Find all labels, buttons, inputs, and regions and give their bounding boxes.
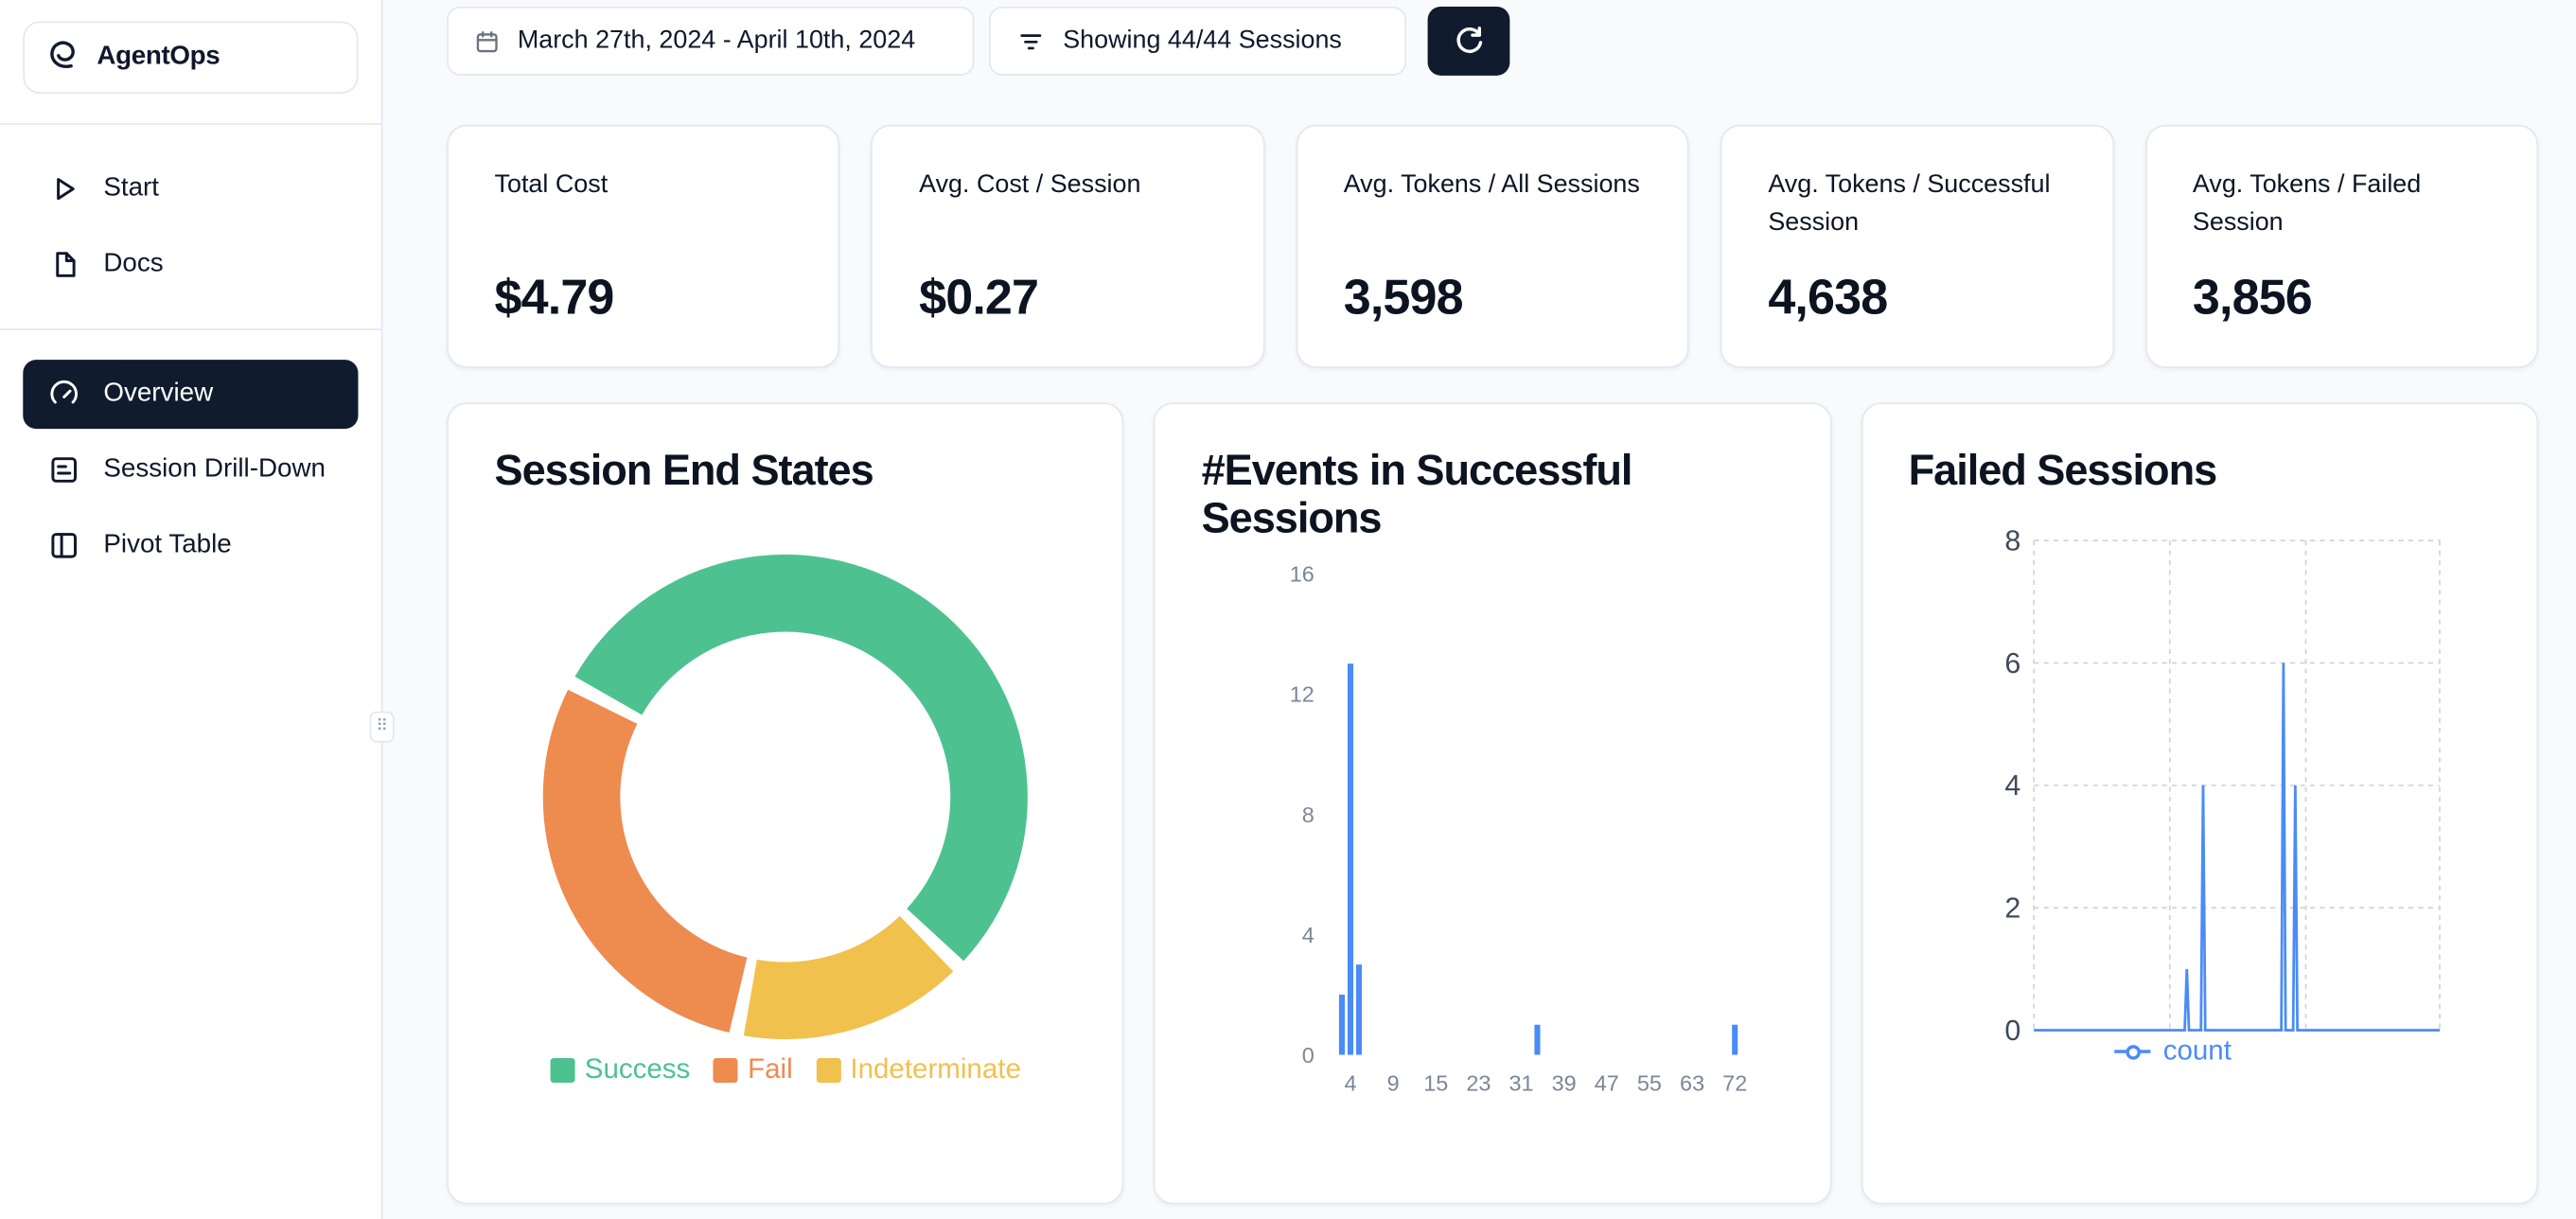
sidebar: AgentOps Start Docs	[0, 0, 383, 1219]
sessions-filter-button[interactable]: Showing 44/44 Sessions	[989, 6, 1407, 76]
svg-text:0: 0	[1302, 1043, 1314, 1068]
sidebar-item-label: Overview	[103, 380, 214, 408]
svg-text:4: 4	[1345, 1071, 1357, 1096]
stat-label: Avg. Cost / Session	[919, 170, 1141, 200]
chart-card-events-successful: #Events in Successful Sessions 0 4 8 12 16 4 9…	[1154, 402, 1832, 1205]
legend-label: Fail	[748, 1052, 793, 1085]
charts-row: Session End States Success Fail Indetermin…	[447, 402, 2539, 1205]
donut-svg	[543, 555, 1029, 1040]
legend-label: Success	[584, 1052, 691, 1085]
stat-card-avg-tokens-successful: Avg. Tokens / Successful Session 4,638	[1720, 124, 2114, 368]
sidebar-divider	[0, 328, 381, 330]
svg-text:4: 4	[2004, 769, 2020, 802]
chart-card-failed-sessions: Failed Sessions 0 2 4 6 8 count	[1861, 402, 2539, 1205]
chart-card-session-end-states: Session End States Success Fail Indetermin…	[447, 402, 1124, 1205]
legend-item-indeterminate[interactable]: Indeterminate	[815, 1052, 1021, 1086]
legend-label: Indeterminate	[850, 1052, 1021, 1085]
sidebar-item-label: Session Drill-Down	[103, 454, 326, 484]
stat-card-avg-cost-session: Avg. Cost / Session $0.27	[871, 124, 1265, 368]
play-icon	[57, 178, 75, 201]
svg-text:15: 15	[1424, 1071, 1449, 1096]
stat-label: Avg. Tokens / All Sessions	[1343, 170, 1640, 200]
svg-text:8: 8	[1302, 803, 1314, 827]
svg-text:63: 63	[1681, 1071, 1705, 1096]
agentops-logo-icon	[44, 35, 80, 80]
svg-text:72: 72	[1723, 1071, 1748, 1096]
sidebar-item-label: Start	[103, 174, 160, 203]
stat-card-avg-tokens-failed: Avg. Tokens / Failed Session 3,856	[2144, 124, 2539, 368]
svg-text:47: 47	[1595, 1071, 1619, 1096]
drag-dots-icon: ⠿	[376, 716, 388, 735]
events-bar-svg: 0 4 8 12 16 4 9 15 23 31 39 47 55 63 72	[1290, 562, 1748, 1096]
count-series-label: count	[2162, 1034, 2232, 1067]
svg-text:39: 39	[1552, 1071, 1577, 1096]
donut-legend: Success Fail Indeterminate	[449, 1053, 1122, 1086]
chart-title: Failed Sessions	[1908, 445, 2218, 495]
stats-row: Total Cost $4.79 Avg. Cost / Session $0.…	[447, 124, 2539, 368]
svg-text:4: 4	[1302, 923, 1314, 947]
svg-text:23: 23	[1467, 1071, 1491, 1096]
stat-value: 4,638	[1768, 271, 1888, 326]
session-list-icon	[51, 457, 77, 483]
sidebar-item-label: Docs	[103, 249, 164, 278]
svg-text:55: 55	[1637, 1071, 1662, 1096]
filter-icon	[1020, 33, 1042, 49]
stat-value: 3,856	[2192, 271, 2313, 326]
svg-text:12: 12	[1290, 682, 1314, 707]
svg-text:6: 6	[2004, 647, 2020, 680]
svg-text:0: 0	[2004, 1015, 2020, 1047]
legend-swatch	[713, 1057, 738, 1083]
failed-sessions-legend[interactable]: count	[2113, 1034, 2232, 1069]
svg-text:8: 8	[2004, 525, 2020, 557]
stat-label: Total Cost	[494, 170, 609, 200]
legend-swatch	[550, 1057, 575, 1083]
failed-chart-canvas: 0 2 4 6 8	[1862, 513, 2536, 1104]
sidebar-divider	[0, 123, 381, 125]
toolbar: March 27th, 2024 - April 10th, 2024 Show…	[447, 6, 2538, 76]
events-chart-canvas: 0 4 8 12 16 4 9 15 23 31 39 47 55 63 72	[1156, 552, 1829, 1119]
svg-text:2: 2	[2004, 892, 2020, 925]
sidebar-item-docs[interactable]: Docs	[23, 230, 358, 299]
svg-text:31: 31	[1509, 1071, 1534, 1096]
app-name: AgentOps	[97, 43, 221, 71]
sidebar-nav-views: Overview Session Drill-Down Pivot Table	[0, 360, 381, 580]
docs-icon	[56, 252, 76, 277]
date-range-label: March 27th, 2024 - April 10th, 2024	[517, 26, 916, 55]
stat-card-avg-tokens-all: Avg. Tokens / All Sessions 3,598	[1296, 124, 1689, 368]
refresh-icon	[1456, 26, 1483, 54]
stat-label: Avg. Tokens / Successful Session	[1768, 170, 2051, 238]
sidebar-item-start[interactable]: Start	[23, 154, 358, 223]
legend-item-success[interactable]: Success	[550, 1053, 690, 1086]
sidebar-item-overview[interactable]: Overview	[23, 360, 359, 430]
sidebar-nav-top: Start Docs	[0, 154, 381, 299]
legend-swatch	[815, 1057, 840, 1083]
svg-text:16: 16	[1290, 562, 1314, 587]
pivot-table-icon	[51, 533, 77, 558]
sessions-filter-label: Showing 44/44 Sessions	[1063, 26, 1342, 55]
svg-text:9: 9	[1387, 1071, 1400, 1096]
stat-value: $0.27	[919, 271, 1039, 326]
count-series-marker-icon	[2113, 1044, 2150, 1059]
stat-value: $4.79	[494, 271, 615, 326]
date-range-button[interactable]: March 27th, 2024 - April 10th, 2024	[447, 6, 975, 76]
legend-item-fail[interactable]: Fail	[713, 1052, 793, 1086]
sidebar-item-session-drill-down[interactable]: Session Drill-Down	[23, 435, 358, 504]
session-end-states-donut	[449, 551, 1122, 1044]
failed-line-svg: 0 2 4 6 8	[2004, 525, 2441, 1047]
gauge-icon	[50, 380, 79, 404]
stat-value: 3,598	[1343, 271, 1464, 326]
stat-label: Avg. Tokens / Failed Session	[2192, 170, 2422, 238]
refresh-button[interactable]	[1427, 6, 1510, 76]
app-logo[interactable]: AgentOps	[23, 21, 359, 94]
stat-card-total-cost: Total Cost $4.79	[447, 124, 840, 368]
sidebar-item-label: Pivot Table	[103, 530, 232, 559]
main-content: March 27th, 2024 - April 10th, 2024 Show…	[382, 0, 2576, 1219]
calendar-icon	[476, 30, 498, 52]
sidebar-item-pivot-table[interactable]: Pivot Table	[23, 511, 358, 580]
chart-title: Session End States	[494, 445, 874, 495]
chart-title: #Events in Successful Sessions	[1201, 445, 1633, 543]
sidebar-resize-handle[interactable]: ⠿	[369, 711, 395, 743]
